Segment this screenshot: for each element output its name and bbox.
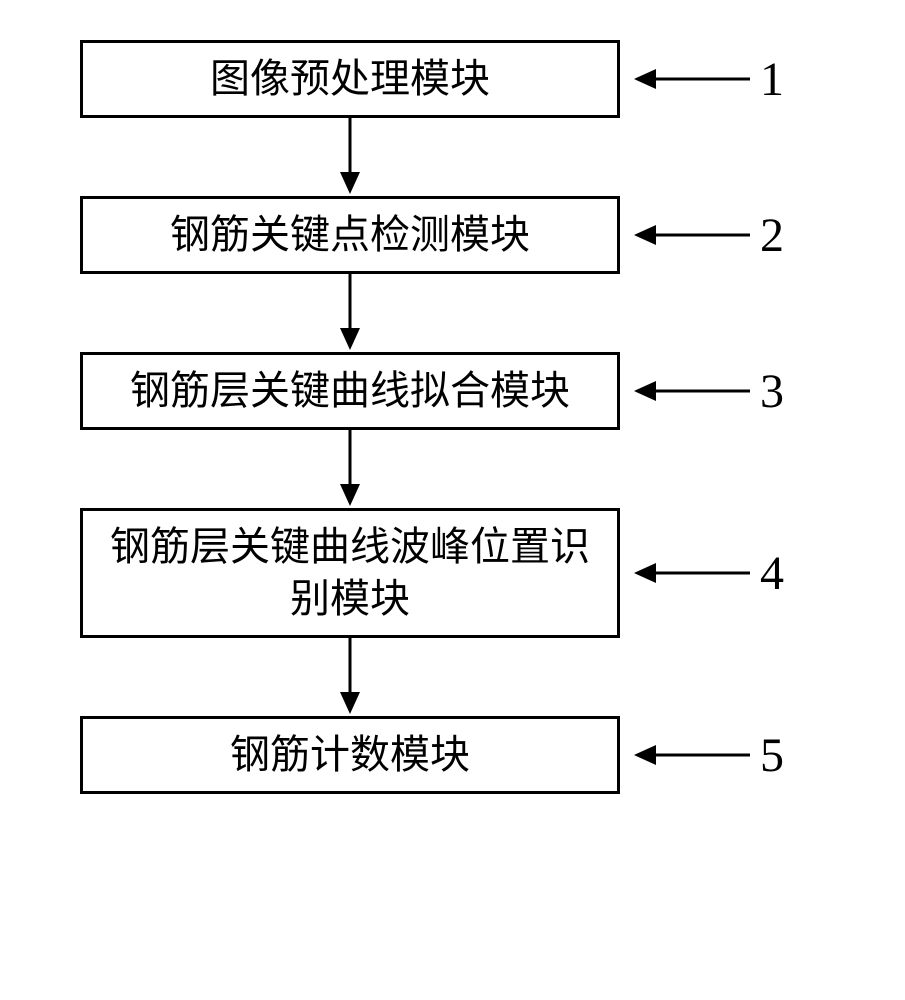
down-arrow-1-2 [80, 118, 620, 196]
down-arrow-2-3 [80, 274, 620, 352]
node-box-5: 钢筋计数模块 [80, 716, 620, 794]
node-number: 3 [760, 364, 784, 419]
node-row-2: 钢筋关键点检测模块 2 [80, 196, 830, 274]
node-box-2: 钢筋关键点检测模块 [80, 196, 620, 274]
label-arrow-2: 2 [632, 208, 784, 263]
down-arrow-3-4 [80, 430, 620, 508]
node-number: 1 [760, 52, 784, 107]
label-arrow-3: 3 [632, 364, 784, 419]
node-row-5: 钢筋计数模块 5 [80, 716, 830, 794]
node-number: 5 [760, 728, 784, 783]
node-row-3: 钢筋层关键曲线拟合模块 3 [80, 352, 830, 430]
node-row-1: 图像预处理模块 1 [80, 40, 830, 118]
node-label: 图像预处理模块 [210, 53, 490, 105]
node-label: 钢筋层关键曲线拟合模块 [130, 365, 570, 417]
node-label: 钢筋计数模块 [230, 729, 470, 781]
label-arrow-1: 1 [632, 52, 784, 107]
node-box-3: 钢筋层关键曲线拟合模块 [80, 352, 620, 430]
node-box-4: 钢筋层关键曲线波峰位置识别模块 [80, 508, 620, 638]
node-box-1: 图像预处理模块 [80, 40, 620, 118]
node-row-4: 钢筋层关键曲线波峰位置识别模块 4 [80, 508, 830, 638]
node-number: 2 [760, 208, 784, 263]
node-number: 4 [760, 546, 784, 601]
node-label: 钢筋关键点检测模块 [170, 209, 530, 261]
node-label: 钢筋层关键曲线波峰位置识别模块 [103, 521, 597, 625]
label-arrow-4: 4 [632, 546, 784, 601]
label-arrow-5: 5 [632, 728, 784, 783]
down-arrow-4-5 [80, 638, 620, 716]
flowchart-diagram: 图像预处理模块 1 钢筋关键点检测模块 2 [80, 40, 830, 794]
